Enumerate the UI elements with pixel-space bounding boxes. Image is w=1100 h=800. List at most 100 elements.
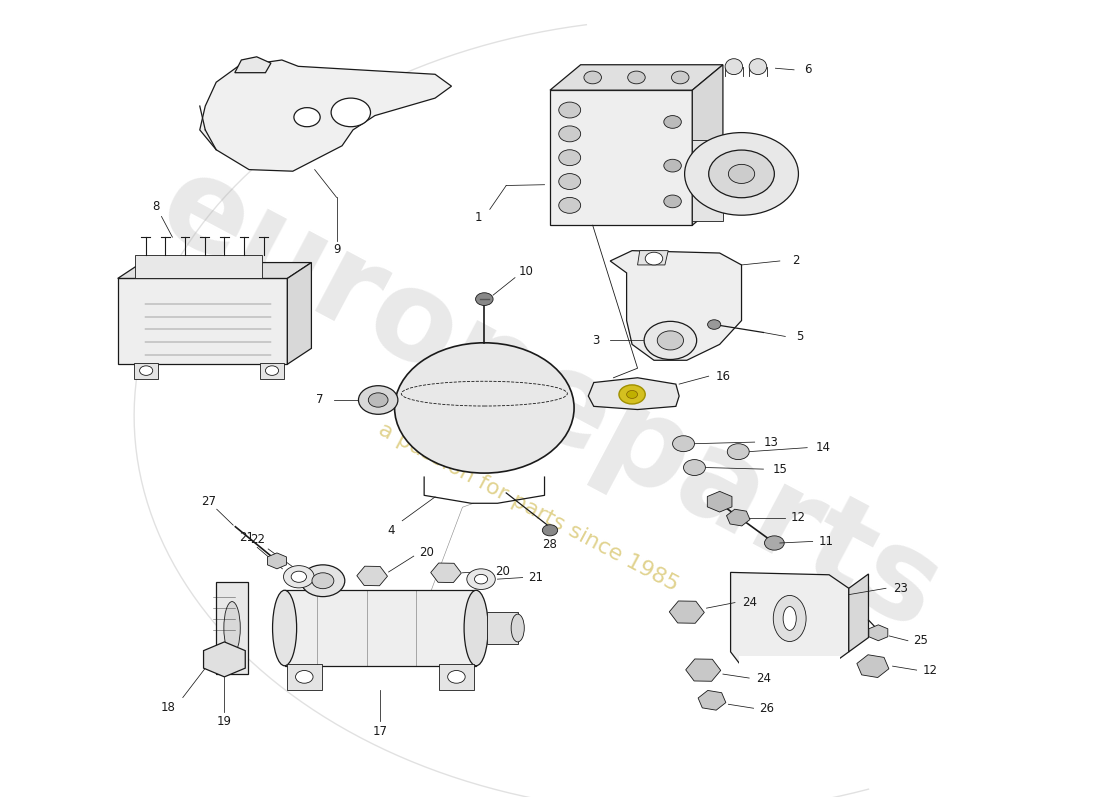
Text: 12: 12 <box>791 511 806 524</box>
Polygon shape <box>200 60 451 171</box>
Circle shape <box>628 71 646 84</box>
Polygon shape <box>287 262 311 364</box>
Text: 9: 9 <box>333 242 340 255</box>
Bar <box>134 254 262 278</box>
Circle shape <box>671 71 689 84</box>
Text: 27: 27 <box>201 494 217 508</box>
Text: 22: 22 <box>250 533 265 546</box>
Polygon shape <box>692 65 723 226</box>
Text: 20: 20 <box>419 546 435 558</box>
Ellipse shape <box>464 590 488 666</box>
Text: 1: 1 <box>475 210 483 224</box>
Text: 6: 6 <box>804 63 812 76</box>
Circle shape <box>284 566 315 588</box>
Circle shape <box>683 459 705 475</box>
Circle shape <box>359 386 398 414</box>
Ellipse shape <box>783 606 796 630</box>
Text: 13: 13 <box>763 436 779 449</box>
Circle shape <box>140 366 153 375</box>
Ellipse shape <box>725 58 742 74</box>
Ellipse shape <box>224 602 240 654</box>
Bar <box>118 278 287 364</box>
Circle shape <box>663 159 681 172</box>
Text: 8: 8 <box>152 201 160 214</box>
Polygon shape <box>550 65 723 90</box>
Circle shape <box>646 252 662 265</box>
Text: 7: 7 <box>317 394 323 406</box>
Text: 28: 28 <box>542 538 558 551</box>
Text: 10: 10 <box>518 265 534 278</box>
Polygon shape <box>610 250 741 360</box>
Text: europeparts: europeparts <box>140 143 960 657</box>
Text: 4: 4 <box>387 524 395 537</box>
Polygon shape <box>118 262 311 278</box>
Text: 24: 24 <box>756 671 771 685</box>
Text: 25: 25 <box>914 634 928 647</box>
Circle shape <box>658 331 683 350</box>
Circle shape <box>707 320 721 330</box>
Circle shape <box>474 574 487 584</box>
Circle shape <box>663 195 681 208</box>
Text: 5: 5 <box>795 330 803 343</box>
Ellipse shape <box>773 595 806 642</box>
Text: 12: 12 <box>922 664 937 677</box>
Circle shape <box>764 536 784 550</box>
Circle shape <box>312 573 333 589</box>
Circle shape <box>559 150 581 166</box>
Bar <box>260 362 284 378</box>
Ellipse shape <box>749 58 767 74</box>
Text: 20: 20 <box>495 565 510 578</box>
Text: 19: 19 <box>217 715 232 728</box>
Circle shape <box>559 126 581 142</box>
Circle shape <box>619 385 646 404</box>
Circle shape <box>727 444 749 459</box>
Bar <box>487 612 518 644</box>
Bar <box>285 590 476 666</box>
Circle shape <box>559 198 581 214</box>
Polygon shape <box>588 378 679 410</box>
Circle shape <box>559 102 581 118</box>
Bar <box>287 664 322 690</box>
Circle shape <box>368 393 388 407</box>
Circle shape <box>708 150 774 198</box>
Circle shape <box>294 108 320 126</box>
Circle shape <box>296 670 314 683</box>
Circle shape <box>645 322 696 359</box>
Text: 2: 2 <box>792 254 800 267</box>
Circle shape <box>448 670 465 683</box>
Circle shape <box>542 525 558 536</box>
Polygon shape <box>234 57 271 73</box>
Circle shape <box>684 133 799 215</box>
Circle shape <box>559 174 581 190</box>
Text: 14: 14 <box>816 441 832 454</box>
Text: 18: 18 <box>161 701 176 714</box>
Text: 17: 17 <box>373 725 388 738</box>
Circle shape <box>627 390 638 398</box>
Text: 21: 21 <box>239 531 254 544</box>
Text: 11: 11 <box>818 535 834 548</box>
Circle shape <box>584 71 602 84</box>
Bar <box>216 582 249 674</box>
Circle shape <box>466 569 495 590</box>
Text: 26: 26 <box>759 702 774 714</box>
Circle shape <box>663 115 681 128</box>
Polygon shape <box>730 572 849 666</box>
Text: 3: 3 <box>592 334 600 347</box>
Polygon shape <box>849 574 869 652</box>
Polygon shape <box>638 250 668 265</box>
Circle shape <box>265 366 278 375</box>
Circle shape <box>292 571 307 582</box>
Text: 23: 23 <box>893 582 907 594</box>
Ellipse shape <box>512 614 525 642</box>
Text: 15: 15 <box>772 462 788 476</box>
Bar <box>134 362 158 378</box>
Circle shape <box>301 565 344 597</box>
Text: 21: 21 <box>528 571 543 584</box>
Circle shape <box>395 342 574 473</box>
Bar <box>550 90 692 226</box>
Text: a passion for parts since 1985: a passion for parts since 1985 <box>375 419 682 595</box>
Text: 24: 24 <box>741 596 757 609</box>
Circle shape <box>672 436 694 452</box>
Bar <box>692 140 723 222</box>
Bar <box>739 656 840 668</box>
